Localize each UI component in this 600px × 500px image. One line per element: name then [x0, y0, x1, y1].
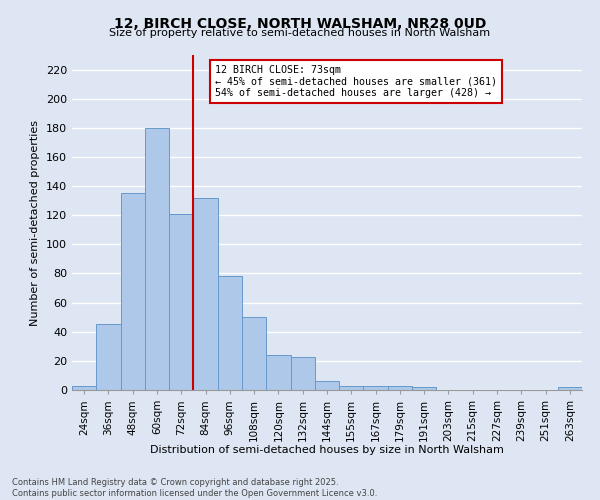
Bar	[218, 276, 242, 390]
Bar	[169, 214, 193, 390]
Bar	[266, 355, 290, 390]
Bar	[193, 198, 218, 390]
Y-axis label: Number of semi-detached properties: Number of semi-detached properties	[31, 120, 40, 326]
Text: Contains HM Land Registry data © Crown copyright and database right 2025.
Contai: Contains HM Land Registry data © Crown c…	[12, 478, 377, 498]
Text: 12, BIRCH CLOSE, NORTH WALSHAM, NR28 0UD: 12, BIRCH CLOSE, NORTH WALSHAM, NR28 0UD	[114, 18, 486, 32]
Bar	[339, 386, 364, 390]
Bar	[290, 356, 315, 390]
Bar	[388, 386, 412, 390]
Bar	[412, 387, 436, 390]
Bar	[145, 128, 169, 390]
Bar	[72, 386, 96, 390]
Bar	[242, 317, 266, 390]
Text: Size of property relative to semi-detached houses in North Walsham: Size of property relative to semi-detach…	[109, 28, 491, 38]
Bar	[121, 194, 145, 390]
Bar	[558, 387, 582, 390]
Bar	[315, 382, 339, 390]
Bar	[364, 386, 388, 390]
X-axis label: Distribution of semi-detached houses by size in North Walsham: Distribution of semi-detached houses by …	[150, 446, 504, 456]
Text: 12 BIRCH CLOSE: 73sqm
← 45% of semi-detached houses are smaller (361)
54% of sem: 12 BIRCH CLOSE: 73sqm ← 45% of semi-deta…	[215, 65, 497, 98]
Bar	[96, 324, 121, 390]
